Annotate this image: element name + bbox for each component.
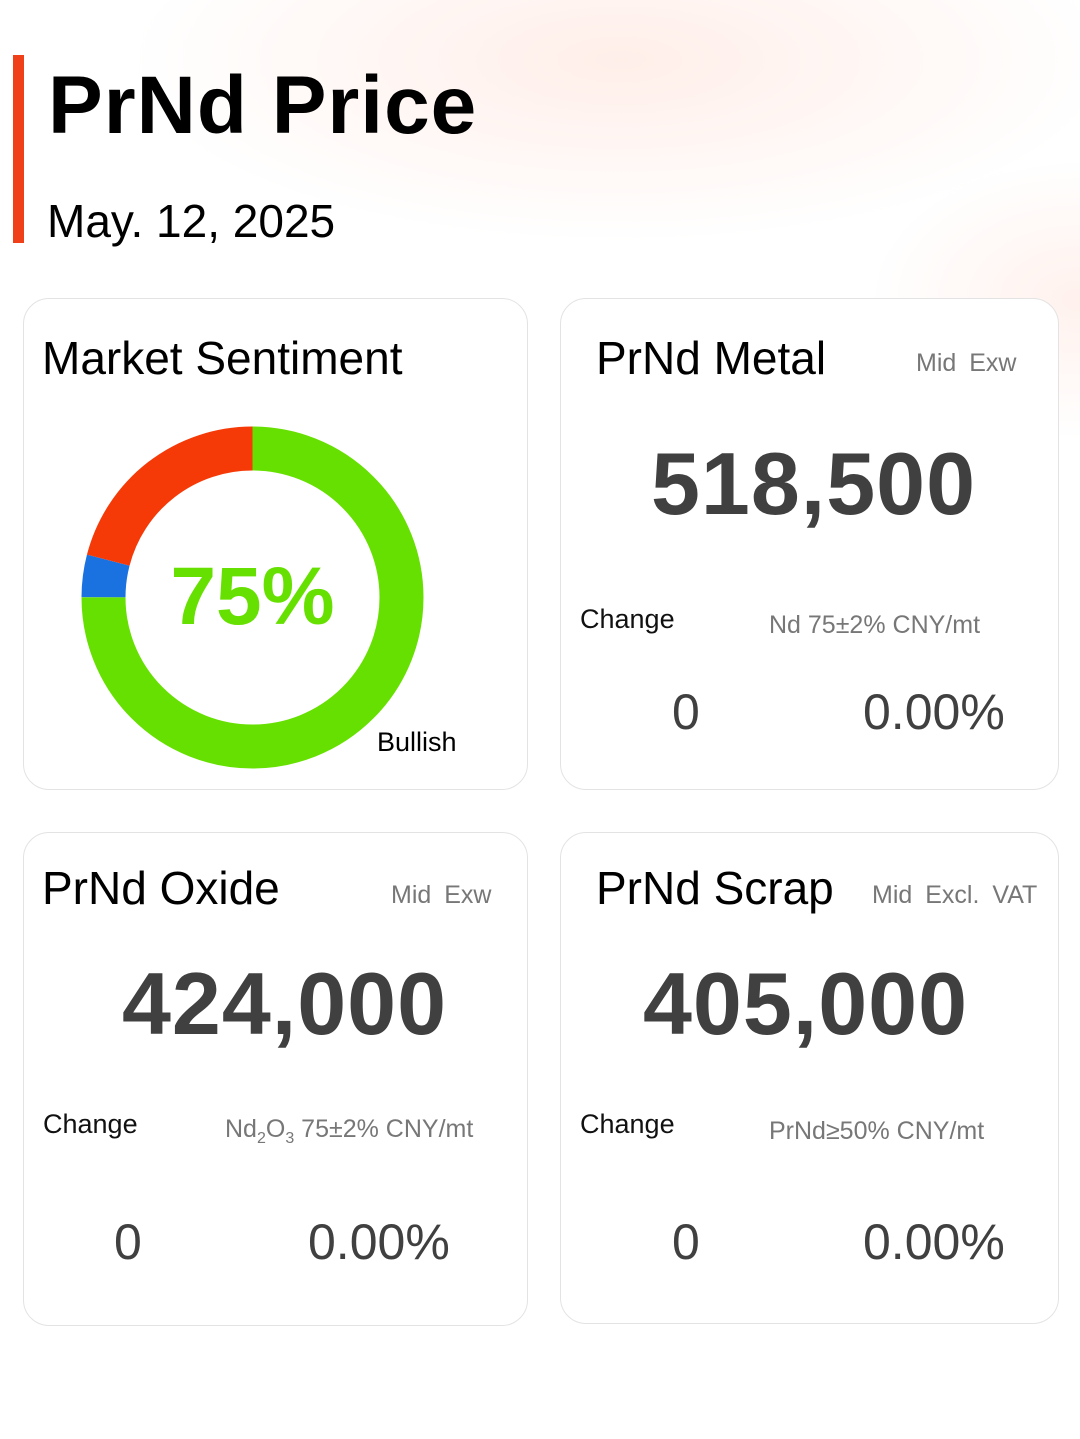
- metal-card[interactable]: PrNd Metal Mid Exw 518,500 Change Nd 75±…: [560, 298, 1059, 790]
- metal-change-pct: 0.00%: [863, 684, 1005, 740]
- scrap-change-pct: 0.00%: [863, 1214, 1005, 1270]
- oxide-spec-sub1: 2: [256, 1130, 266, 1147]
- metal-change-value: 0: [672, 684, 700, 740]
- scrap-price: 405,000: [642, 954, 969, 1053]
- oxide-basis: Exw: [444, 881, 492, 909]
- sentiment-percent: 75%: [170, 551, 335, 642]
- metal-change-label: Change: [580, 604, 675, 634]
- oxide-spec-mid: O: [265, 1115, 286, 1143]
- oxide-spec-suffix: 75±2% CNY/mt: [294, 1115, 474, 1143]
- scrap-change-label: Change: [580, 1109, 675, 1139]
- oxide-spec-prefix: Nd: [225, 1115, 257, 1143]
- scrap-meta: Mid Excl. VAT: [872, 881, 1037, 910]
- oxide-price: 424,000: [121, 954, 448, 1053]
- sentiment-card[interactable]: Market Sentiment 75% Bullish: [23, 298, 528, 790]
- oxide-meta: Mid Exw: [391, 881, 491, 910]
- accent-bar: [13, 55, 24, 243]
- sentiment-donut: 75%: [80, 425, 425, 770]
- metal-mid: Mid: [916, 349, 957, 377]
- metal-meta: Mid Exw: [916, 349, 1016, 378]
- metal-basis: Exw: [969, 349, 1017, 377]
- metal-title: PrNd Metal: [596, 332, 827, 384]
- scrap-spec: PrNd≥50% CNY/mt: [769, 1117, 985, 1145]
- sentiment-title: Market Sentiment: [42, 332, 403, 384]
- scrap-basis: Excl. VAT: [925, 881, 1038, 909]
- scrap-title: PrNd Scrap: [596, 862, 834, 914]
- sentiment-label: Bullish: [377, 727, 457, 757]
- scrap-card[interactable]: PrNd Scrap Mid Excl. VAT 405,000 Change …: [560, 832, 1059, 1324]
- page-title: PrNd Price: [48, 60, 478, 151]
- oxide-spec-sub2: 3: [285, 1130, 295, 1147]
- scrap-change-value: 0: [672, 1214, 700, 1270]
- page-date: May. 12, 2025: [47, 195, 336, 247]
- oxide-change-value: 0: [114, 1214, 142, 1270]
- oxide-card[interactable]: PrNd Oxide Mid Exw 424,000 Change Nd2O3 …: [23, 832, 528, 1326]
- oxide-change-label: Change: [43, 1109, 138, 1139]
- oxide-change-pct: 0.00%: [308, 1214, 450, 1270]
- metal-price: 518,500: [650, 434, 977, 533]
- oxide-mid: Mid: [391, 881, 432, 909]
- metal-spec: Nd 75±2% CNY/mt: [769, 611, 981, 639]
- donut-segment-bearish: [81, 426, 424, 769]
- oxide-title: PrNd Oxide: [42, 862, 280, 914]
- oxide-spec: Nd2O3 75±2% CNY/mt: [225, 1115, 473, 1148]
- scrap-mid: Mid: [872, 881, 913, 909]
